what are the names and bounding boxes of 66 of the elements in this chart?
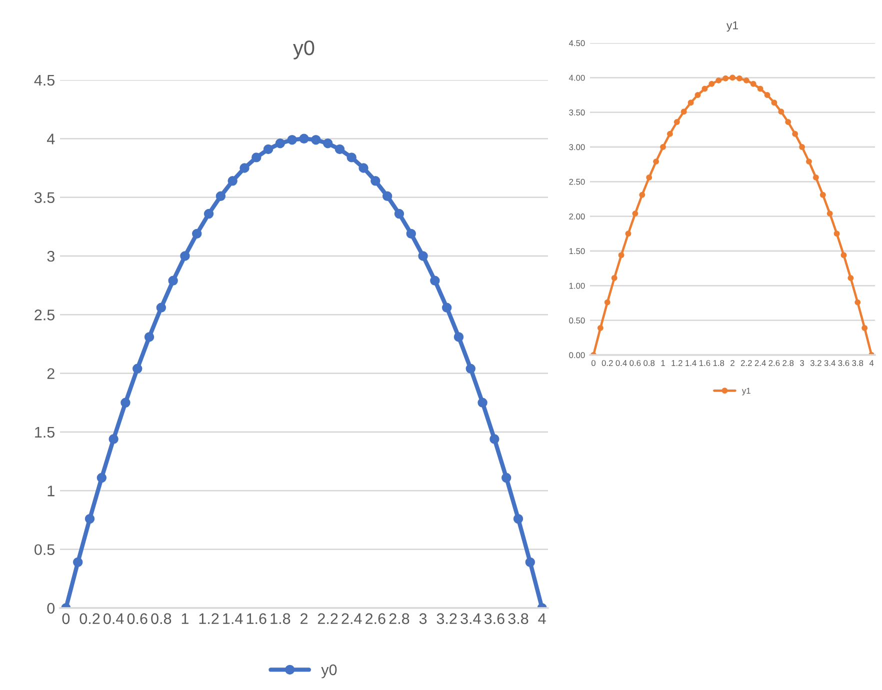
x-tick-label: 4: [538, 613, 546, 624]
x-tick-label: 0: [62, 613, 70, 624]
x-tick-label: 3.6: [838, 360, 850, 366]
x-tick-label: 2.6: [768, 360, 780, 366]
x-tick-label: 3.4: [460, 613, 481, 624]
x-tick-label: 0.2: [80, 613, 100, 624]
x-tick-label: 1.6: [246, 613, 266, 624]
x-tick-label: 3.2: [436, 613, 457, 624]
x-tick-label: 1.8: [270, 613, 290, 624]
y-tick-label: 4.50: [568, 40, 585, 46]
y-tick-label: 0.50: [569, 318, 585, 324]
legend-label: y1: [742, 388, 750, 396]
x-tick-label: 0.8: [151, 613, 172, 624]
x-tick-label: 0.4: [616, 360, 627, 366]
x-tick-label: 2.2: [740, 360, 752, 366]
x-tick-label: 1.6: [699, 360, 710, 366]
x-tick-label: 3.4: [824, 360, 836, 366]
y-tick-label: 0.5: [34, 544, 54, 556]
y-tick-label: 3.50: [569, 110, 585, 116]
y-tick-label: 4: [46, 134, 55, 144]
x-tick-label: 1.2: [199, 613, 219, 624]
y-tick-label: 4.00: [568, 74, 585, 81]
x-tick-label: 1.4: [223, 613, 243, 624]
x-tick-label: 2.4: [342, 613, 362, 624]
y-tick-label: 3.00: [569, 144, 585, 150]
x-tick-label: 3.8: [508, 613, 528, 624]
y-tick-label: 0.00: [569, 352, 585, 358]
x-tick-label: 1.4: [686, 360, 696, 366]
chart-title: y1: [726, 21, 738, 32]
x-tick-label: 1: [182, 613, 188, 624]
y-tick-label: 2.50: [569, 178, 585, 185]
x-tick-label: 0.4: [104, 613, 124, 624]
x-tick-label: 2.2: [318, 613, 338, 624]
chart-title: y0: [293, 40, 314, 60]
x-tick-label: 2.6: [366, 613, 386, 624]
y-tick-label: 1: [48, 486, 54, 496]
x-tick-label: 3.2: [810, 360, 822, 366]
y-tick-label: 2.00: [569, 214, 585, 220]
x-tick-label: 3: [419, 613, 427, 624]
x-tick-label: 2.4: [754, 360, 766, 366]
x-tick-label: 2.8: [782, 360, 794, 366]
y-tick-label: 3.5: [34, 192, 54, 204]
x-tick-label: 3: [800, 360, 804, 366]
y-tick-label: 2.5: [34, 310, 54, 320]
x-tick-label: 1.8: [713, 360, 724, 366]
x-tick-label: 2: [730, 360, 734, 366]
y-tick-label: 2: [47, 368, 54, 379]
x-tick-label: 0.2: [602, 360, 613, 366]
x-tick-label: 1.2: [672, 360, 682, 366]
x-tick-label: 1: [661, 360, 665, 366]
x-tick-label: 0.8: [644, 360, 655, 366]
x-tick-label: 3.6: [484, 613, 504, 624]
y-tick-label: 0: [47, 602, 55, 614]
x-tick-label: 0.6: [630, 360, 641, 366]
x-tick-label: 0.6: [127, 613, 148, 624]
y-tick-label: 1.5: [35, 427, 54, 438]
x-tick-label: 3.8: [852, 360, 864, 366]
x-tick-label: 0: [591, 360, 596, 366]
y-tick-label: 4.5: [34, 75, 54, 86]
x-tick-label: 4: [869, 360, 874, 366]
x-tick-label: 2.8: [389, 613, 410, 624]
legend-label: y0: [321, 664, 337, 678]
y-tick-label: 1.00: [569, 282, 585, 289]
y-tick-label: 3: [47, 250, 54, 262]
y-tick-label: 1.50: [569, 248, 585, 254]
x-tick-label: 2: [300, 613, 308, 624]
